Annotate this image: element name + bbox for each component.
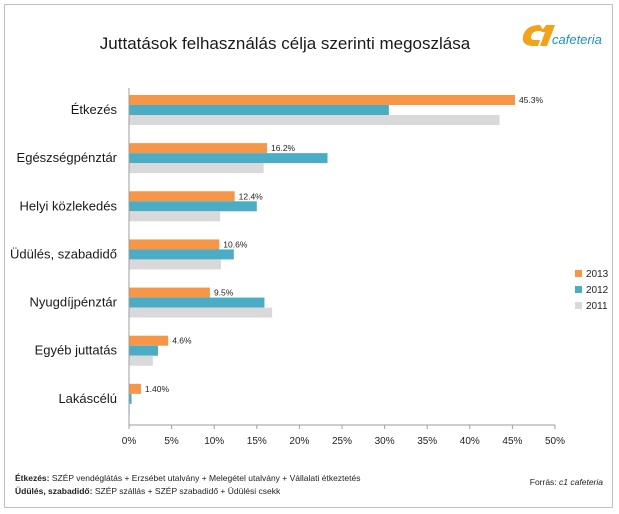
x-tick-label-8: 35%: [417, 436, 437, 447]
category-label-2: Egészségpénztár: [17, 150, 118, 165]
legend-label-2012: 2012: [586, 285, 609, 296]
x-axis-ticks: 0% 5% 10% 15% 20% 25% 30% 35% 40% 45% 50%: [122, 425, 565, 447]
logo-one-shape: [540, 25, 555, 46]
footnote-2: Üdülés, szabadidő: SZÉP szállás + SZÉP s…: [15, 486, 281, 496]
legend-label-2011: 2011: [586, 301, 608, 312]
bar-2011-5: [129, 307, 273, 318]
x-tick-label-7: 30%: [375, 436, 395, 447]
x-tick-label-9: 40%: [460, 436, 480, 447]
x-tick-label-2: 5%: [164, 436, 179, 447]
category-label-4: Üdülés, szabadidő: [10, 246, 117, 261]
data-label-2013-5: 9.5%: [214, 288, 234, 298]
legend-label-2013: 2013: [586, 269, 609, 280]
x-tick-label-1: 0%: [122, 436, 137, 447]
bar-2013-6: [129, 335, 169, 346]
legend-swatch-2012: [575, 286, 582, 293]
c1-cafeteria-logo: cafeteria: [522, 25, 602, 47]
bar-2013-4: [129, 239, 220, 250]
source-label: Forrás:: [530, 477, 557, 487]
footnote-2-text: SZÉP szállás + SZÉP szabadidő + Üdülési …: [92, 486, 280, 496]
category-label-5: Nyugdíjpénztár: [30, 295, 118, 310]
bar-2012-7: [129, 393, 132, 404]
category-label-1: Étkezés: [71, 102, 118, 117]
x-tick-label-3: 10%: [204, 436, 224, 447]
data-label-2013-4: 10.6%: [223, 239, 248, 249]
legend: 2013 2012 2011: [575, 269, 609, 312]
data-label-2013-6: 4.6%: [172, 336, 192, 346]
bars-group: 45.3% 16.2% 12.4% 10.6% 9.5% 4.6% 1.40%: [129, 95, 543, 414]
chart-frame: [4, 4, 613, 508]
category-label-7: Lakáscélú: [58, 391, 117, 406]
bar-2011-3: [129, 211, 221, 222]
category-labels: Étkezés Egészségpénztár Helyi közlekedés Üd…: [10, 102, 118, 406]
x-tick-label-5: 20%: [289, 436, 309, 447]
data-label-2013-7: 1.40%: [145, 384, 170, 394]
bar-2012-1: [129, 105, 389, 115]
bar-2012-2: [129, 153, 328, 164]
x-tick-label-11: 50%: [545, 436, 565, 447]
legend-swatch-2013: [575, 270, 582, 277]
footnotes: Étkezés: SZÉP vendéglátás + Erzsébet uta…: [15, 473, 603, 496]
legend-swatch-2011: [575, 302, 582, 309]
source-name: c1 cafeteria: [559, 477, 603, 487]
x-tick-label-6: 25%: [332, 436, 352, 447]
footnote-1-text: SZÉP vendéglátás + Erzsébet utalvány + M…: [50, 473, 361, 483]
footnote-1-term: Étkezés:: [15, 473, 50, 483]
source-note: Forrás: c1 cafeteria: [530, 477, 604, 487]
data-label-2013-3: 12.4%: [239, 191, 264, 201]
bar-2011-1: [129, 115, 500, 125]
bar-2013-5: [129, 287, 210, 298]
bar-2013-2: [129, 143, 268, 154]
bar-2013-1: [129, 95, 515, 105]
bar-2012-6: [129, 345, 158, 356]
bar-2012-4: [129, 249, 234, 260]
logo-text: cafeteria: [552, 32, 602, 47]
footnote-2-term: Üdülés, szabadidő:: [15, 486, 93, 496]
bar-2012-3: [129, 201, 257, 212]
chart-title: Juttatások felhasználás célja szerinti m…: [100, 34, 471, 53]
bar-2012-5: [129, 297, 265, 308]
footnote-1: Étkezés: SZÉP vendéglátás + Erzsébet uta…: [15, 473, 361, 483]
x-tick-label-10: 45%: [502, 436, 522, 447]
bar-2013-3: [129, 191, 235, 202]
category-label-3: Helyi közlekedés: [19, 198, 117, 213]
bar-2011-4: [129, 259, 222, 270]
data-label-2013-2: 16.2%: [271, 143, 296, 153]
bar-2011-2: [129, 163, 264, 174]
data-label-2013-1: 45.3%: [519, 95, 544, 105]
bar-2011-6: [129, 355, 153, 366]
category-label-6: Egyéb juttatás: [35, 343, 118, 358]
logo-c-shape: [522, 25, 544, 46]
bar-2013-7: [129, 383, 141, 394]
x-tick-label-4: 15%: [247, 436, 267, 447]
